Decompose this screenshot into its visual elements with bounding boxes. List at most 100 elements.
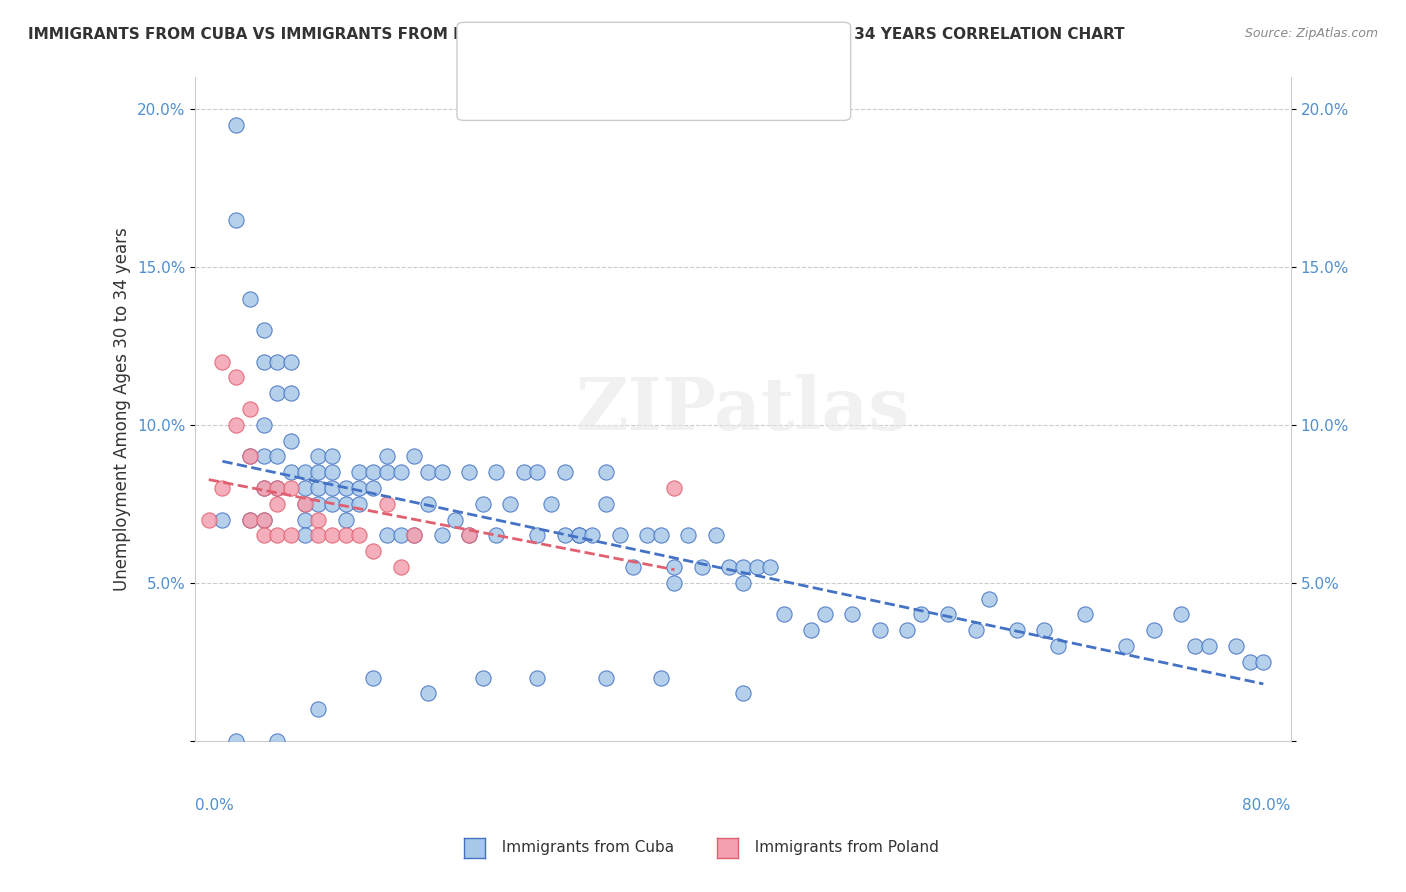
Point — [458, 528, 481, 542]
Point — [361, 481, 384, 495]
Point — [252, 481, 274, 495]
Point — [280, 386, 302, 401]
Point — [239, 402, 262, 417]
Point — [540, 497, 562, 511]
Point — [349, 465, 371, 479]
Point — [266, 386, 288, 401]
Point — [636, 528, 658, 542]
Point — [526, 465, 548, 479]
Point — [321, 450, 343, 464]
Point — [1253, 655, 1275, 669]
Point — [361, 671, 384, 685]
Point — [444, 513, 467, 527]
Point — [404, 528, 426, 542]
Point — [349, 497, 371, 511]
Point — [609, 528, 631, 542]
Point — [252, 513, 274, 527]
Point — [800, 623, 823, 637]
Point — [225, 417, 247, 432]
Point — [375, 528, 398, 542]
Point — [266, 450, 288, 464]
Point — [349, 481, 371, 495]
Point — [471, 497, 494, 511]
Point — [1170, 607, 1192, 622]
Point — [690, 560, 713, 574]
Point — [581, 528, 603, 542]
Point — [731, 560, 754, 574]
Point — [321, 528, 343, 542]
Point — [1115, 639, 1137, 653]
Point — [841, 607, 863, 622]
Point — [294, 481, 316, 495]
Point — [239, 513, 262, 527]
Point — [650, 528, 672, 542]
Point — [252, 417, 274, 432]
Point — [718, 560, 741, 574]
Point — [321, 497, 343, 511]
Point — [294, 497, 316, 511]
Text: Immigrants from Poland: Immigrants from Poland — [745, 840, 939, 855]
Point — [239, 450, 262, 464]
Point — [252, 481, 274, 495]
Point — [266, 733, 288, 747]
Point — [869, 623, 891, 637]
Point — [664, 481, 686, 495]
Point — [621, 560, 644, 574]
Point — [595, 497, 617, 511]
Point — [266, 481, 288, 495]
Point — [252, 323, 274, 337]
Point — [404, 528, 426, 542]
Point — [513, 465, 536, 479]
Point — [936, 607, 959, 622]
Point — [335, 481, 357, 495]
Point — [595, 671, 617, 685]
Point — [280, 354, 302, 368]
Point — [321, 465, 343, 479]
Point — [335, 497, 357, 511]
Point — [307, 481, 329, 495]
Point — [294, 528, 316, 542]
Point — [294, 513, 316, 527]
Point — [225, 118, 247, 132]
Point — [307, 513, 329, 527]
Point — [567, 528, 589, 542]
Point — [773, 607, 796, 622]
Point — [361, 465, 384, 479]
Point — [1074, 607, 1097, 622]
Point — [266, 497, 288, 511]
Point — [499, 497, 522, 511]
Point — [416, 686, 439, 700]
Point — [266, 354, 288, 368]
Point — [252, 450, 274, 464]
Text: ZIPatlas: ZIPatlas — [576, 374, 910, 444]
Point — [349, 528, 371, 542]
Point — [965, 623, 987, 637]
Point — [252, 528, 274, 542]
Text: Source: ZipAtlas.com: Source: ZipAtlas.com — [1244, 27, 1378, 40]
Point — [676, 528, 699, 542]
Point — [416, 465, 439, 479]
Point — [910, 607, 932, 622]
Point — [731, 575, 754, 590]
Point — [361, 544, 384, 558]
Point — [745, 560, 768, 574]
Point — [430, 465, 453, 479]
Point — [389, 560, 412, 574]
Point — [650, 671, 672, 685]
Point — [485, 528, 508, 542]
Point — [526, 528, 548, 542]
Text: R =  0.220   N =  28: R = 0.220 N = 28 — [509, 85, 692, 99]
Point — [375, 450, 398, 464]
Point — [1005, 623, 1028, 637]
Point — [239, 292, 262, 306]
Point — [307, 702, 329, 716]
Point — [389, 465, 412, 479]
Point — [404, 450, 426, 464]
Point — [1198, 639, 1220, 653]
Text: R = -0.207   N = 116: R = -0.207 N = 116 — [509, 49, 692, 63]
Point — [197, 513, 219, 527]
Point — [225, 370, 247, 384]
Point — [239, 513, 262, 527]
Point — [211, 481, 233, 495]
Point — [1239, 655, 1261, 669]
